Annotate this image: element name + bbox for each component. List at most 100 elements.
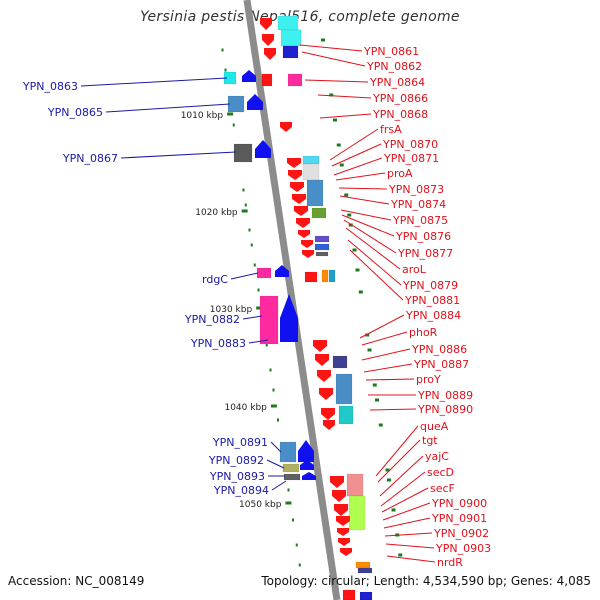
gene-block [314, 235, 330, 243]
label-leader [338, 187, 388, 190]
gene-block [279, 441, 297, 463]
gene-arrow [262, 34, 274, 46]
gene-arrow [337, 528, 349, 536]
gene-block [233, 143, 253, 163]
label-leader [333, 157, 383, 176]
gene-block [287, 73, 303, 87]
label-leader [343, 219, 397, 254]
gene-arrow [242, 70, 256, 82]
label-leader [345, 227, 401, 270]
label-leader [379, 455, 424, 497]
genome-backbone [243, 0, 341, 600]
gene-block [304, 271, 318, 283]
label-leader [365, 378, 415, 381]
label-leader [385, 543, 435, 549]
gene-label-right: queA [420, 420, 449, 433]
gene-label-right: tgt [422, 434, 438, 447]
gene-block [259, 295, 279, 345]
gene-block [302, 163, 320, 181]
label-leader [361, 348, 411, 361]
gene-label-right: YPN_0864 [369, 76, 425, 89]
gene-block [357, 567, 373, 574]
label-leader [329, 128, 379, 161]
gene-label-right: nrdR [437, 556, 463, 569]
gene-block [359, 591, 373, 600]
gene-label-right: YPN_0881 [404, 294, 460, 307]
gene-arrow [292, 194, 306, 204]
gene-arrow [330, 476, 344, 488]
gene-arrow [302, 250, 314, 258]
label-leader [335, 172, 386, 181]
label-leader [347, 239, 402, 286]
gene-arrow [298, 440, 314, 462]
label-leader [105, 103, 231, 113]
gene-label-right: YPN_0879 [402, 279, 458, 292]
gene-label-right: secF [430, 482, 455, 495]
gene-arrow [313, 340, 327, 352]
label-leader [248, 339, 269, 344]
gene-arrow [247, 94, 263, 110]
gene-arrow [290, 182, 304, 192]
gene-label-right: YPN_0890 [417, 403, 473, 416]
gene-label-right: proA [387, 167, 413, 180]
gene-label-left: YPN_0892 [208, 454, 264, 467]
gene-block [342, 589, 356, 600]
gene-arrow [294, 206, 308, 216]
label-leader [339, 195, 390, 205]
label-leader [380, 471, 426, 507]
label-leader [242, 315, 263, 320]
gene-label-right: YPN_0886 [411, 343, 467, 356]
gene-label-right: aroL [402, 263, 427, 276]
label-leader [359, 314, 405, 339]
label-leader [340, 209, 392, 221]
gene-arrow [317, 370, 331, 382]
gene-label-left: YPN_0882 [184, 313, 240, 326]
gene-label-right: YPN_0873 [388, 183, 444, 196]
gene-block [338, 405, 354, 425]
gene-block [282, 463, 300, 473]
gene-label-left: YPN_0891 [212, 436, 268, 449]
gene-arrow [296, 218, 310, 228]
gene-label-right: proY [416, 373, 441, 386]
gene-label-left: YPN_0863 [22, 80, 78, 93]
gene-block [277, 15, 299, 31]
gene-label-right: YPN_0889 [417, 389, 473, 402]
gene-block [282, 45, 299, 59]
gene-label-right: YPN_0871 [383, 152, 439, 165]
label-leader [363, 363, 413, 373]
label-leader [270, 441, 282, 453]
scale-label: 1050 kbp [239, 500, 282, 510]
gene-label-left: YPN_0893 [209, 470, 265, 483]
gene-block [280, 29, 302, 47]
label-leader [80, 77, 228, 87]
gene-block [348, 495, 366, 531]
label-leader [361, 331, 408, 346]
gene-label-right: YPN_0868 [372, 108, 428, 121]
gene-arrow [280, 122, 292, 132]
label-leader [349, 249, 404, 301]
gene-arrow [321, 408, 335, 420]
gene-label-right: YPN_0875 [392, 214, 448, 227]
scale-label: 1020 kbp [195, 208, 238, 218]
label-leader [383, 517, 431, 529]
gene-label-right: YPN_0874 [390, 198, 446, 211]
gene-arrow [275, 265, 289, 277]
gene-arrow [340, 548, 352, 556]
gene-arrow [338, 538, 350, 546]
gene-arrow [264, 48, 276, 60]
gene-label-right: YPN_0903 [435, 542, 491, 555]
gene-label-right: YPN_0861 [363, 45, 419, 58]
gene-label-right: yajC [425, 450, 449, 463]
label-leader [304, 79, 369, 83]
gene-block [321, 269, 329, 283]
gene-block [302, 155, 320, 165]
label-leader [331, 143, 382, 167]
gene-block [346, 473, 364, 497]
label-leader [382, 502, 431, 521]
label-leader [381, 487, 429, 513]
gene-arrow [300, 460, 314, 470]
gene-label-right: YPN_0866 [372, 92, 428, 105]
scale-label: 1030 kbp [210, 305, 253, 315]
gene-label-right: YPN_0877 [397, 247, 453, 260]
